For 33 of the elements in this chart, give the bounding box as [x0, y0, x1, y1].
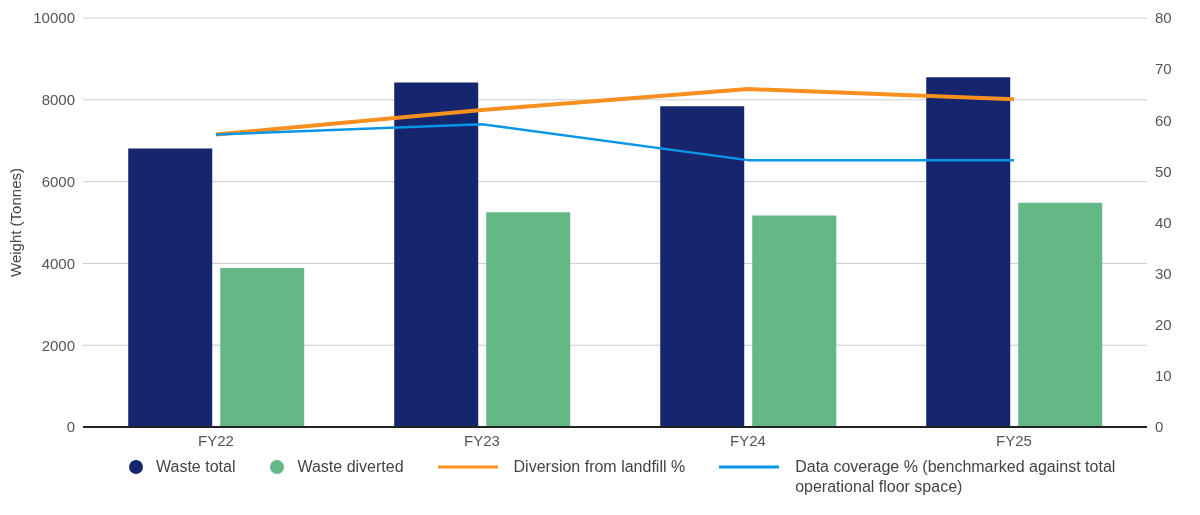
- y-axis-title: Weight (Tonnes): [7, 168, 25, 277]
- bar: [926, 77, 1011, 427]
- x-tick-label: FY24: [730, 431, 766, 449]
- y2-tick-label: 80: [1155, 9, 1172, 27]
- y2-tick-label: 10: [1155, 367, 1172, 385]
- y-tick-label: 8000: [41, 91, 75, 109]
- x-tick-label: FY23: [464, 431, 500, 449]
- y-tick-label: 10000: [33, 9, 75, 27]
- bar: [128, 148, 213, 427]
- x-tick-label: FY25: [996, 431, 1032, 449]
- bar: [1018, 202, 1103, 427]
- bar: [752, 215, 837, 427]
- x-tick-label: FY22: [198, 431, 234, 449]
- y-tick-label: 2000: [41, 336, 75, 354]
- bar: [660, 106, 745, 427]
- y2-tick-label: 0: [1155, 418, 1164, 436]
- legend-label: Waste diverted: [297, 457, 404, 477]
- y-tick-label: 4000: [41, 254, 75, 272]
- y2-tick-label: 70: [1155, 60, 1172, 78]
- legend-label: Waste total: [156, 457, 236, 477]
- bar: [394, 82, 479, 427]
- line-series: [214, 87, 1016, 137]
- y2-tick-label: 30: [1155, 264, 1172, 282]
- y2-tick-label: 20: [1155, 316, 1172, 334]
- legend-label: Data coverage % (benchmarked against total operational floor space): [795, 457, 1117, 497]
- bar: [486, 212, 571, 427]
- y-tick-label: 0: [66, 418, 75, 436]
- y-tick-label: 6000: [41, 172, 75, 190]
- y2-tick-label: 60: [1155, 111, 1172, 129]
- y2-tick-label: 40: [1155, 213, 1172, 231]
- bar: [220, 267, 305, 427]
- y2-tick-label: 50: [1155, 162, 1172, 180]
- legend-label: Diversion from landfill %: [513, 457, 686, 477]
